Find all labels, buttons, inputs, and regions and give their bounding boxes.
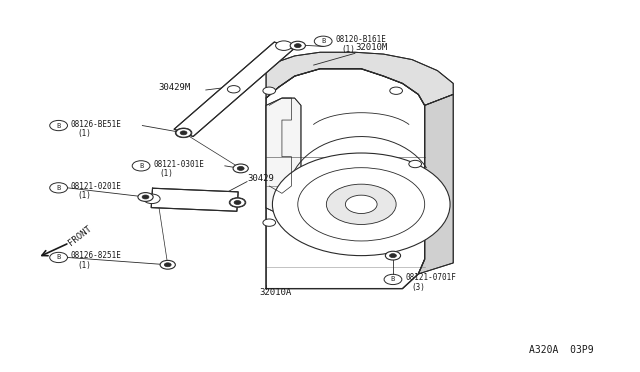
Circle shape bbox=[294, 44, 301, 48]
Circle shape bbox=[233, 164, 248, 173]
Text: A320A  03P9: A320A 03P9 bbox=[529, 345, 594, 355]
Circle shape bbox=[180, 131, 187, 135]
Circle shape bbox=[276, 41, 292, 51]
Circle shape bbox=[385, 251, 401, 260]
Text: 30429: 30429 bbox=[247, 173, 274, 183]
Circle shape bbox=[143, 194, 160, 203]
Circle shape bbox=[263, 87, 276, 94]
Circle shape bbox=[290, 41, 305, 50]
Circle shape bbox=[390, 254, 396, 257]
Text: 08121-0201E: 08121-0201E bbox=[70, 182, 122, 191]
Circle shape bbox=[142, 195, 149, 199]
Circle shape bbox=[390, 87, 403, 94]
Text: 08120-B161E: 08120-B161E bbox=[335, 35, 386, 44]
Circle shape bbox=[263, 219, 276, 226]
Circle shape bbox=[164, 263, 171, 267]
Polygon shape bbox=[151, 188, 238, 211]
Polygon shape bbox=[266, 98, 301, 215]
Circle shape bbox=[230, 198, 245, 207]
Text: B: B bbox=[139, 163, 143, 169]
Polygon shape bbox=[266, 69, 425, 289]
Text: 08126-BE51E: 08126-BE51E bbox=[70, 119, 122, 129]
Circle shape bbox=[237, 166, 244, 170]
Text: (1): (1) bbox=[159, 169, 173, 179]
Circle shape bbox=[138, 193, 153, 201]
Polygon shape bbox=[174, 42, 293, 137]
Circle shape bbox=[160, 260, 175, 269]
Circle shape bbox=[234, 201, 241, 205]
Text: (1): (1) bbox=[77, 192, 91, 201]
Text: (1): (1) bbox=[77, 129, 91, 138]
Text: B: B bbox=[321, 38, 325, 44]
Text: B: B bbox=[391, 276, 395, 282]
Text: 08121-0701F: 08121-0701F bbox=[405, 273, 456, 282]
Circle shape bbox=[176, 128, 191, 137]
Text: (1): (1) bbox=[77, 261, 91, 270]
Text: (1): (1) bbox=[342, 45, 355, 54]
Text: B: B bbox=[56, 185, 61, 191]
Circle shape bbox=[273, 153, 450, 256]
Text: 08126-8251E: 08126-8251E bbox=[70, 251, 122, 260]
Circle shape bbox=[326, 184, 396, 224]
Text: B: B bbox=[56, 122, 61, 129]
Text: 30429M: 30429M bbox=[158, 83, 191, 92]
Text: 32010A: 32010A bbox=[260, 288, 292, 297]
Text: 08121-0301E: 08121-0301E bbox=[153, 160, 204, 169]
Polygon shape bbox=[419, 94, 453, 274]
Circle shape bbox=[227, 86, 240, 93]
Circle shape bbox=[229, 198, 246, 207]
Polygon shape bbox=[266, 52, 453, 105]
Circle shape bbox=[175, 128, 192, 138]
Text: FRONT: FRONT bbox=[66, 224, 93, 247]
Text: B: B bbox=[56, 254, 61, 260]
Text: 32010M: 32010M bbox=[355, 43, 387, 52]
Text: (3): (3) bbox=[412, 283, 425, 292]
Circle shape bbox=[346, 195, 377, 214]
Circle shape bbox=[409, 160, 422, 168]
